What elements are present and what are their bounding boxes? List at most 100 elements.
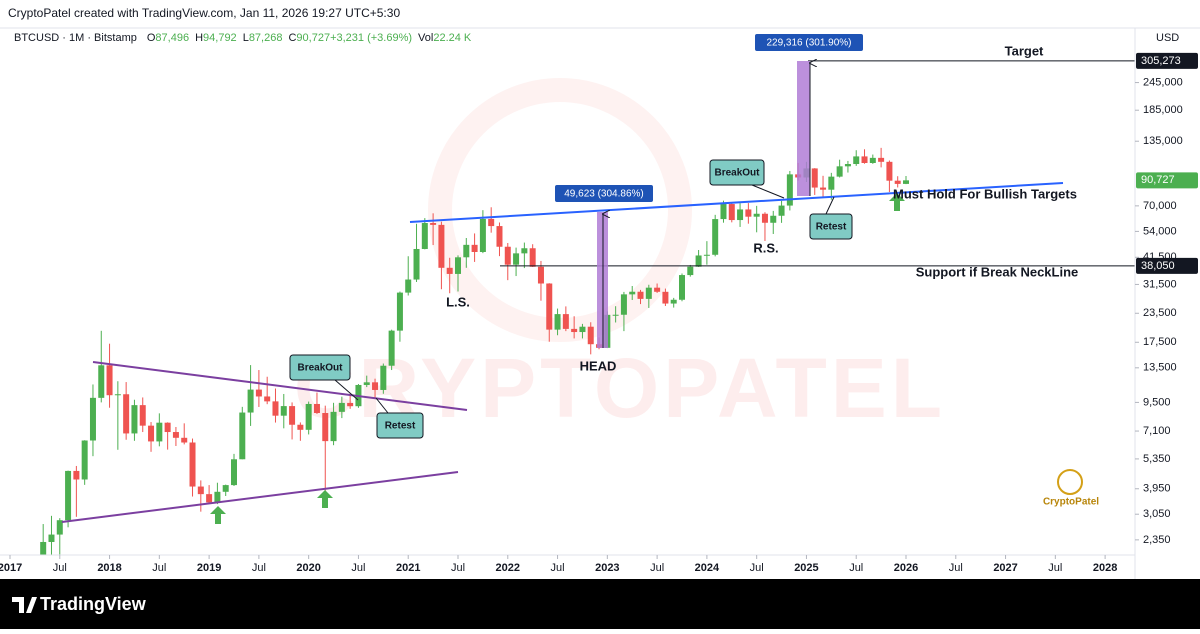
x-tick-label: 2020 — [296, 562, 320, 574]
candle-body — [421, 223, 428, 249]
candle-body — [172, 432, 179, 438]
stat-value: 22.24 K — [433, 32, 472, 44]
neckline — [409, 182, 1064, 223]
candle-body — [405, 279, 412, 293]
candle-body — [297, 424, 304, 430]
credit: CryptoPatel created with TradingView.com… — [8, 6, 400, 20]
candle-body — [745, 209, 752, 217]
candle-body — [645, 287, 652, 299]
stat-key: C — [288, 32, 296, 44]
price-label-box — [1136, 52, 1198, 69]
candle-body — [878, 157, 885, 162]
y-tick-label: 9,500 — [1143, 396, 1171, 408]
x-tick-label: Jul — [849, 562, 863, 574]
candle-body — [786, 174, 793, 206]
legend: BTCUSD · 1M · Bitstamp O87,496 H94,792 L87,… — [14, 32, 472, 44]
candle-body — [753, 213, 760, 217]
candle-body — [40, 541, 47, 555]
x-tick-label: 2018 — [97, 562, 121, 574]
candle-body — [272, 401, 279, 416]
candle-body — [546, 283, 553, 330]
candle-body — [106, 365, 113, 396]
candle-body — [703, 254, 710, 256]
candle-body — [181, 437, 188, 443]
y-tick-label: 31,500 — [1143, 278, 1177, 290]
candle-body — [737, 209, 744, 221]
candle-body — [289, 406, 296, 425]
y-tick-label: 185,000 — [1143, 104, 1183, 116]
candle-body — [247, 389, 254, 413]
candle-body — [579, 326, 586, 333]
x-tick-label: 2017 — [0, 562, 22, 574]
candle-body — [869, 157, 876, 164]
candle-body — [720, 204, 727, 220]
label-ls: L.S. — [446, 294, 470, 309]
candle-body — [679, 275, 685, 300]
candle-body — [197, 486, 204, 495]
x-tick-label: Jul — [551, 562, 565, 574]
candle-body — [396, 292, 403, 331]
candle-body — [571, 328, 578, 333]
y-tick-label: 7,100 — [1143, 425, 1171, 437]
candle-body — [637, 291, 644, 299]
x-tick-label: Jul — [650, 562, 664, 574]
arrows — [210, 193, 905, 524]
x-tick-label: Jul — [750, 562, 764, 574]
candle-body — [89, 397, 96, 441]
callout: Retest — [385, 421, 416, 432]
stat-key: H — [195, 32, 203, 44]
candle-body — [56, 520, 63, 535]
x-tick-label: 2021 — [396, 562, 420, 574]
stat-key: L — [243, 32, 249, 44]
candle-body — [156, 422, 163, 442]
price-label: 90,727 — [1141, 174, 1175, 186]
candle-body — [654, 287, 661, 292]
y-tick-label: 2,350 — [1143, 534, 1171, 546]
candle-body — [811, 168, 818, 188]
price-label: 38,050 — [1141, 260, 1175, 272]
candle-body — [214, 491, 221, 503]
candle-body — [853, 156, 860, 165]
candle-body — [504, 246, 511, 265]
candle-body — [463, 244, 470, 258]
x-tick-label: 2028 — [1093, 562, 1117, 574]
candle-body — [372, 382, 379, 390]
measure-box — [797, 61, 810, 196]
y-tick-label: 5,350 — [1143, 453, 1171, 465]
candle-body — [903, 180, 909, 184]
measure-label-box — [755, 34, 863, 51]
candle-body — [529, 248, 536, 267]
y-tick-label: 70,000 — [1143, 200, 1177, 212]
candle-body — [148, 425, 155, 442]
candle-body — [820, 187, 827, 190]
callout: BreakOut — [297, 363, 343, 374]
candle-body — [886, 161, 893, 181]
brand-icon — [12, 597, 37, 613]
triangle-upper — [92, 361, 468, 411]
y-tick-label: 3,050 — [1143, 508, 1171, 520]
candle-body — [264, 396, 271, 402]
candle-body — [479, 218, 486, 252]
candle-body — [828, 176, 835, 190]
candle-body — [164, 422, 171, 433]
y-tick-label: 245,000 — [1143, 76, 1183, 88]
candle-body — [231, 459, 237, 486]
triangle-lower — [61, 471, 459, 523]
y-tick-label: 135,000 — [1143, 135, 1183, 147]
candle-body — [388, 330, 395, 366]
x-tick-label: 2019 — [197, 562, 221, 574]
candle-body — [488, 218, 495, 227]
candle-body — [861, 156, 868, 164]
candle-body — [48, 534, 55, 542]
candle-body — [629, 291, 636, 295]
candle-body — [123, 394, 130, 434]
candle-body — [438, 224, 445, 268]
candle-body — [844, 164, 851, 167]
x-tick-label: Jul — [451, 562, 465, 574]
candle-body — [430, 223, 437, 225]
x-tick-label: Jul — [152, 562, 166, 574]
candle-body — [496, 226, 503, 247]
stat-key: O — [147, 32, 156, 44]
y-tick-label: 23,500 — [1143, 307, 1177, 319]
candle-body — [114, 394, 121, 396]
